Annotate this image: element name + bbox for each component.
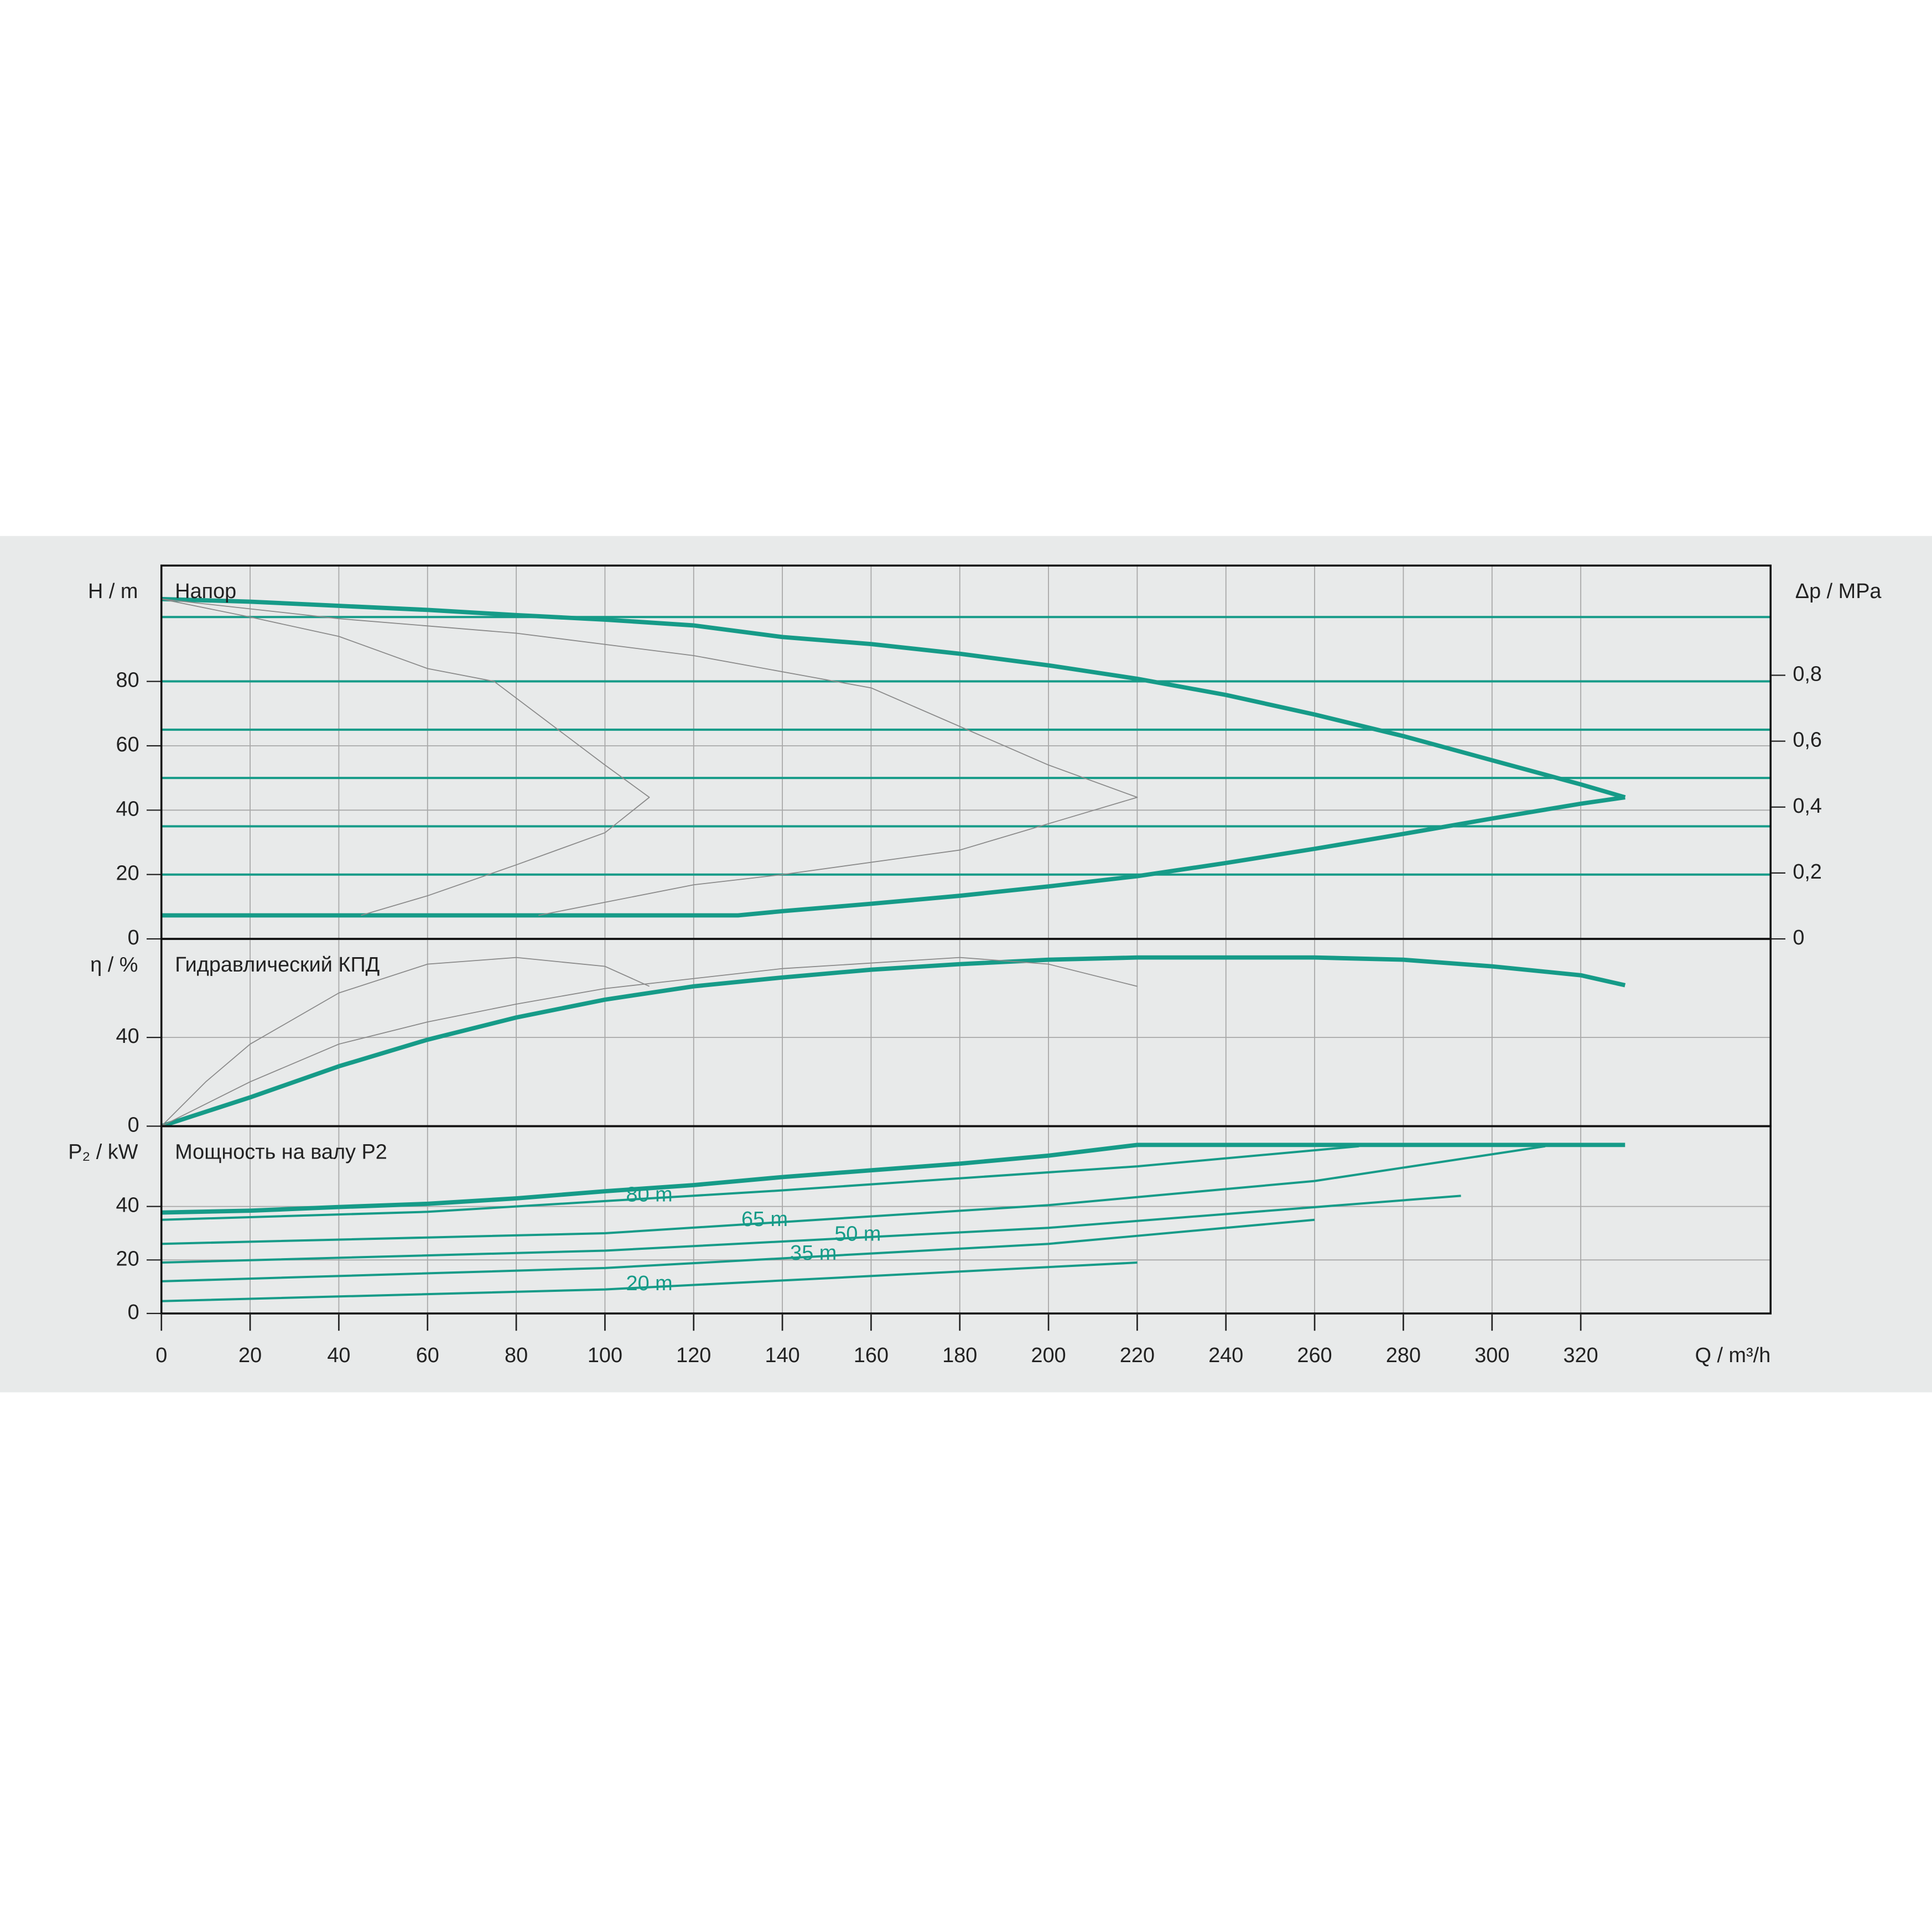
y-axis-label: P₂ / kW: [68, 1141, 138, 1164]
y-tick-label: 60: [116, 733, 139, 756]
x-tick-label: 300: [1474, 1344, 1509, 1367]
panel-title: Гидравлический КПД: [175, 953, 380, 977]
panel-title: Мощность на валу P2: [175, 1141, 387, 1164]
series-label: 50 m: [834, 1222, 881, 1245]
data-line: [161, 598, 1138, 916]
y2-axis-label: Δp / MPa: [1795, 580, 1882, 603]
y-tick-label: 40: [116, 797, 139, 820]
x-tick-label: 140: [765, 1344, 800, 1367]
data-line: [161, 1145, 1546, 1245]
x-tick-label: 260: [1297, 1344, 1332, 1367]
y-tick-label: 80: [116, 669, 139, 692]
y-tick-label: 40: [116, 1025, 139, 1048]
x-tick-label: 320: [1564, 1344, 1598, 1367]
x-tick-label: 280: [1386, 1344, 1421, 1367]
x-tick-label: 60: [416, 1344, 439, 1367]
x-tick-label: 40: [327, 1344, 350, 1367]
y2-tick-label: 0,8: [1793, 663, 1822, 686]
x-tick-label: 160: [854, 1344, 889, 1367]
x-tick-label: 120: [676, 1344, 711, 1367]
data-line: [161, 957, 650, 1126]
data-line: [161, 955, 1626, 1126]
x-tick-label: 100: [588, 1344, 622, 1367]
y2-tick-label: 0: [1793, 926, 1804, 949]
data-line: [161, 1142, 1625, 1215]
data-line: [161, 1218, 1315, 1282]
data-line: [161, 1194, 1461, 1264]
y-tick-label: 20: [116, 862, 139, 885]
series-label: 35 m: [790, 1242, 837, 1265]
y-axis-label: η / %: [90, 953, 138, 977]
series-label: 80 m: [626, 1183, 673, 1207]
plot-frame: [160, 1125, 1772, 1315]
data-line: [161, 598, 650, 916]
data-line: [161, 1145, 1359, 1221]
y2-tick-label: 0,6: [1793, 729, 1822, 752]
data-line: [161, 795, 1625, 918]
x-axis-label: Q / m³/h: [1695, 1344, 1771, 1367]
series-label: 20 m: [626, 1272, 673, 1295]
panel-title: Напор: [175, 580, 236, 603]
y-axis-label: H / m: [88, 580, 138, 603]
x-tick-label: 80: [505, 1344, 528, 1367]
y-tick-label: 20: [116, 1247, 139, 1270]
data-line: [161, 957, 1138, 1126]
x-tick-label: 0: [155, 1344, 167, 1367]
x-tick-label: 180: [942, 1344, 977, 1367]
x-tick-label: 200: [1031, 1344, 1066, 1367]
y2-tick-label: 0,2: [1793, 860, 1822, 884]
y-tick-label: 0: [128, 1114, 139, 1137]
x-tick-label: 20: [238, 1344, 262, 1367]
data-line: [161, 596, 1626, 799]
series-label: 65 m: [741, 1208, 788, 1231]
y-tick-label: 0: [128, 1301, 139, 1324]
y-tick-label: 40: [116, 1194, 139, 1217]
data-line: [161, 1261, 1138, 1302]
y-tick-label: 0: [128, 926, 139, 949]
x-tick-label: 220: [1120, 1344, 1155, 1367]
y2-tick-label: 0,4: [1793, 794, 1822, 818]
x-tick-label: 240: [1208, 1344, 1243, 1367]
